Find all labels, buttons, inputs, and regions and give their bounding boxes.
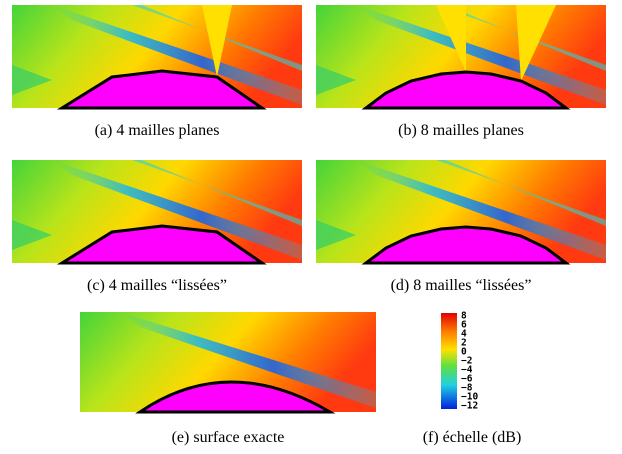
panel-e [80, 312, 376, 414]
panel-b [316, 5, 606, 110]
colorbar-tick-label: −12 [461, 401, 478, 412]
caption: (d) 8 mailles “lissées” [391, 277, 532, 294]
caption: (e) surface exacte [172, 429, 285, 446]
colorbar-tick-label: −8 [461, 383, 473, 394]
colorbar-tick-label: −10 [461, 392, 478, 403]
colorbar-tick-label: −6 [461, 374, 473, 385]
caption: (b) 8 mailles planes [398, 122, 524, 139]
colorbar [441, 313, 457, 409]
colorbar-tick-label: 8 [461, 311, 467, 322]
caption: (f) échelle (dB) [423, 429, 522, 446]
colorbar-tick-label: −2 [461, 356, 472, 367]
colorbar-tick-label: 2 [461, 338, 467, 349]
panel-c [12, 160, 302, 265]
colorbar-tick-label: 6 [461, 320, 467, 331]
panel-d [316, 160, 606, 265]
caption: (a) 4 mailles planes [95, 122, 220, 139]
colorbar-tick-label: 0 [461, 347, 467, 358]
panel-a [12, 5, 302, 110]
colorbar-tick-label: 4 [461, 329, 467, 340]
colorbar-tick-label: −4 [461, 365, 473, 376]
caption: (c) 4 mailles “lissées” [87, 277, 227, 294]
